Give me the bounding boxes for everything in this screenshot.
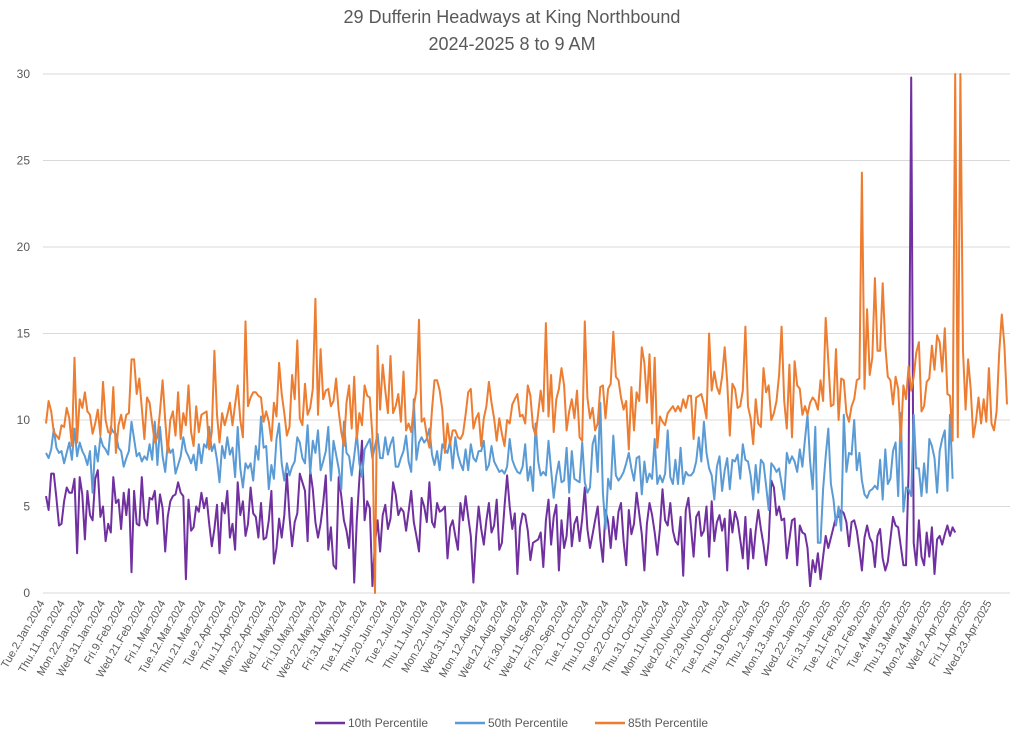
- legend-label-50th: 50th Percentile: [488, 716, 568, 730]
- legend-label-10th: 10th Percentile: [348, 716, 428, 730]
- y-tick-label: 25: [17, 154, 31, 168]
- y-tick-label: 0: [23, 586, 30, 600]
- legend-label-85th: 85th Percentile: [628, 716, 708, 730]
- legend-item-10th[interactable]: 10th Percentile: [315, 716, 428, 730]
- y-tick-label: 10: [17, 413, 31, 427]
- legend: 10th Percentile 50th Percentile 85th Per…: [315, 716, 708, 730]
- series-line-85th: [45, 73, 1008, 594]
- series-line-10th: [45, 76, 957, 588]
- y-tick-label: 15: [17, 327, 31, 341]
- series-lines: [45, 73, 1008, 594]
- chart-subtitle: 2024-2025 8 to 9 AM: [428, 34, 595, 54]
- legend-item-85th[interactable]: 85th Percentile: [595, 716, 708, 730]
- chart-title: 29 Dufferin Headways at King Northbound: [344, 7, 681, 27]
- legend-item-50th[interactable]: 50th Percentile: [455, 716, 568, 730]
- y-tick-label: 30: [17, 67, 31, 81]
- series-line-50th: [45, 398, 954, 544]
- y-axis-ticks: 0 5 10 15 20 25 30: [17, 67, 31, 600]
- y-tick-label: 20: [17, 240, 31, 254]
- y-tick-label: 5: [23, 500, 30, 514]
